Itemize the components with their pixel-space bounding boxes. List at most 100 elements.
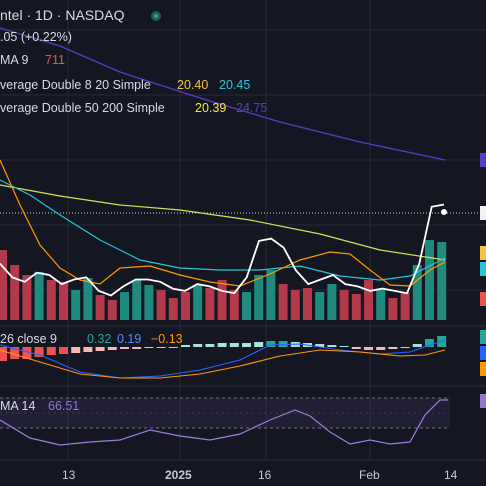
ma-50-200-label[interactable]: verage Double 50 200 Simple — [0, 101, 165, 115]
macd-hist-bar — [254, 342, 264, 347]
rsi-band — [0, 398, 450, 428]
macd-hist-bar — [205, 344, 215, 347]
macd-hist-bar — [278, 341, 288, 347]
volume-bar — [437, 242, 447, 320]
volume-bar — [120, 292, 129, 320]
volume-bar — [376, 290, 386, 320]
macd-hist-bar — [364, 347, 373, 350]
market-status-dot — [151, 11, 161, 21]
x-tick-16: 16 — [258, 468, 272, 482]
volume-bar — [59, 282, 68, 320]
macd-hist-bar — [34, 347, 44, 357]
volume-bar — [71, 290, 81, 320]
macd-hist-bar — [388, 347, 398, 349]
macd-hist-bar — [95, 347, 105, 351]
price-change: .05 (+0.22%) — [0, 30, 72, 44]
macd-hist-bar — [46, 347, 56, 355]
macd-hist-bar — [315, 344, 325, 347]
macd-hist-bar — [400, 347, 410, 348]
volume-bar — [364, 280, 373, 320]
ma-50-200-value-1: 20.39 — [195, 101, 227, 115]
macd-hist-bar — [132, 347, 142, 349]
volume-bar — [229, 290, 239, 320]
volume-bar — [83, 278, 93, 320]
macd-hist-bar — [193, 344, 203, 347]
volume-bar — [278, 284, 288, 320]
ma-8-20-label[interactable]: verage Double 8 20 Simple — [0, 78, 151, 92]
macd-value-2: 0.19 — [117, 332, 142, 346]
macd-hist-bar — [10, 347, 20, 359]
volume-bar — [156, 290, 166, 320]
price-axis-marker — [480, 206, 486, 220]
volume-bar — [254, 275, 264, 320]
x-tick-2025: 2025 — [165, 468, 192, 482]
volume-bar — [10, 265, 20, 320]
vol-axis-marker — [480, 292, 486, 306]
x-tick-feb: Feb — [359, 468, 380, 482]
macd-hist-bar — [425, 339, 434, 347]
macd-hist-bar — [412, 344, 422, 347]
macd-hist-bar — [22, 347, 32, 359]
volume-bar — [0, 250, 7, 320]
macd-hist-bar — [107, 347, 117, 350]
volume-bar — [193, 285, 203, 320]
rsi-value: 66.51 — [48, 399, 80, 413]
volume-bar — [351, 294, 361, 320]
macd-axis-marker-2 — [480, 346, 486, 360]
ma9-value: 711 — [45, 53, 65, 67]
ma-50-200-value-2: 24.75 — [236, 101, 268, 115]
ma-50-line — [0, 184, 446, 261]
volume-bar — [388, 298, 398, 320]
volume-bar — [327, 284, 337, 320]
ma8-axis-marker — [480, 246, 486, 260]
volume-bars — [0, 240, 447, 320]
macd-hist-bar — [83, 347, 93, 352]
close-price-line — [0, 203, 445, 297]
volume-bar — [412, 265, 422, 320]
macd-hist-bar — [351, 347, 361, 349]
volume-bar — [315, 292, 325, 320]
macd-hist-bar — [168, 347, 178, 348]
ma-8-20-value-1: 20.40 — [177, 78, 209, 92]
volume-bar — [132, 280, 142, 320]
x-tick-14: 14 — [444, 468, 458, 482]
macd-hist-bar — [181, 345, 190, 347]
macd-hist-bar — [339, 346, 349, 347]
macd-hist-bar — [266, 341, 276, 347]
macd-hist-bar — [0, 347, 7, 361]
macd-hist-bar — [242, 343, 251, 347]
macd-hist-bar — [229, 343, 239, 347]
volume-bar — [290, 290, 300, 320]
ma-8-line — [0, 159, 446, 287]
chart-title[interactable]: ntel · 1D · NASDAQ — [0, 7, 125, 23]
x-tick-13: 13 — [62, 468, 76, 482]
volume-bar — [181, 292, 190, 320]
volume-bar — [34, 272, 44, 320]
rsi-axis-marker — [480, 394, 486, 408]
volume-bar — [425, 240, 434, 320]
ma9-label[interactable]: MA 9 — [0, 53, 29, 67]
macd-hist-bar — [59, 347, 68, 354]
ma200-axis-marker — [480, 153, 486, 167]
ma-20-line — [0, 179, 446, 281]
macd-signal-line — [0, 349, 446, 379]
macd-hist-bar — [144, 347, 154, 348]
volume-bar — [303, 288, 312, 320]
ma20-axis-marker — [480, 262, 486, 276]
macd-hist-bar — [217, 343, 227, 347]
volume-bar — [22, 275, 32, 320]
last-price-dot[interactable] — [441, 209, 447, 215]
macd-label[interactable]: 26 close 9 — [0, 332, 57, 346]
macd-axis-marker-1 — [480, 330, 486, 344]
volume-bar — [400, 292, 410, 320]
ma-8-20-value-2: 20.45 — [219, 78, 251, 92]
macd-hist-bar — [376, 347, 386, 350]
rsi-label[interactable]: MA 14 — [0, 399, 36, 413]
volume-bar — [107, 300, 117, 320]
volume-bar — [217, 280, 227, 320]
volume-bar — [168, 298, 178, 320]
volume-bar — [46, 280, 56, 320]
volume-bar — [95, 295, 105, 320]
volume-bar — [266, 270, 276, 320]
